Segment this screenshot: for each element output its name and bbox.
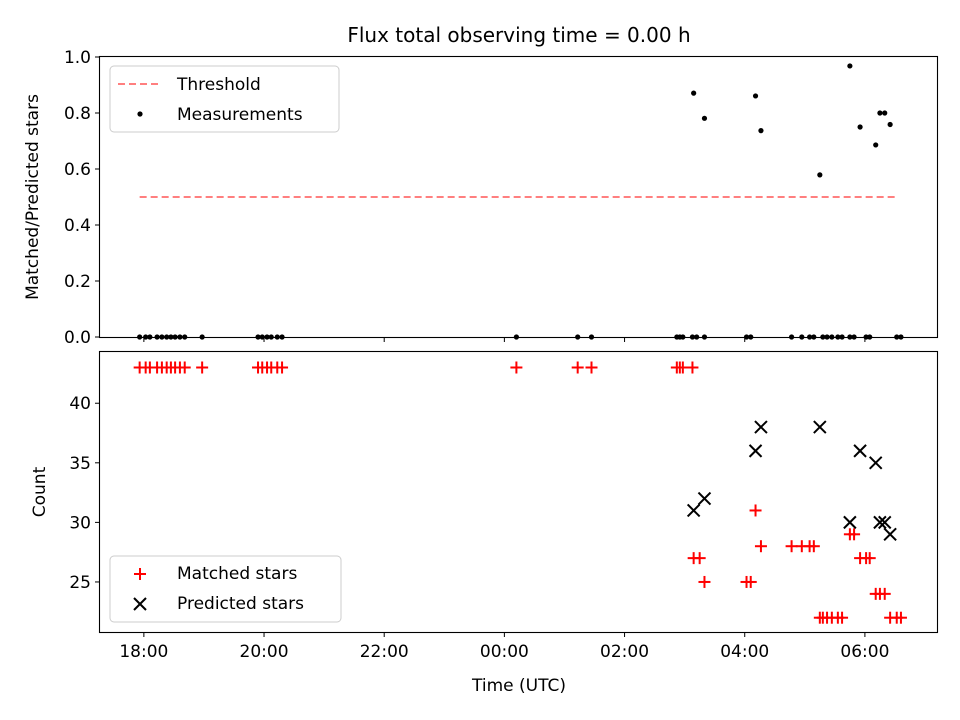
measurement-point (873, 142, 879, 148)
bottom-panel: 25 30 35 40 18:00 20:00 22:00 00:00 02:00 04:00 0… (30, 350, 939, 696)
x-tick-label: 22:00 (360, 642, 409, 662)
top-y-tick-label: 1.0 (64, 48, 91, 68)
matched-star-point (276, 361, 289, 374)
predicted-star-point (697, 491, 712, 506)
legend-matched-swatch (134, 568, 146, 580)
predicted-star-point (754, 420, 768, 434)
measurement-point (877, 110, 883, 116)
bottom-y-tick-label: 35 (69, 454, 91, 474)
matched-star-point (698, 575, 711, 588)
matched-star-point (571, 361, 584, 374)
bottom-y-axis-label: Count (30, 466, 50, 517)
legend-predicted-swatch (133, 597, 147, 611)
predicted-star-point (883, 527, 897, 542)
matched-star-point (863, 552, 876, 565)
matched-star-point (836, 611, 849, 624)
legend-measurements-label: Measurements (177, 105, 303, 125)
predicted-star-point (878, 515, 892, 530)
matched-star-point (878, 587, 891, 600)
top-y-tick-label: 0.6 (64, 160, 91, 180)
matched-star-point (510, 361, 523, 374)
top-x-ticks (143, 337, 866, 342)
top-y-tick-label: 0.2 (64, 272, 91, 292)
measurement-point (847, 63, 853, 69)
x-tick-label: 04:00 (720, 642, 769, 662)
top-axes-frame (98, 55, 939, 339)
matched-star-point (178, 361, 191, 374)
matched-star-point (744, 575, 757, 588)
legend-threshold-label: Threshold (176, 75, 261, 95)
x-tick-label: 02:00 (600, 642, 649, 662)
predicted-star-point (843, 515, 857, 530)
predicted-star-point (686, 503, 701, 518)
legend-measurements-swatch (137, 111, 143, 117)
bottom-y-tick-label: 25 (69, 573, 91, 593)
top-y-tick-label: 0.4 (64, 216, 91, 236)
x-tick-label: 20:00 (240, 642, 289, 662)
measurement-point (817, 172, 823, 178)
predicted-star-point (748, 444, 763, 458)
bottom-legend: Matched stars Predicted stars (109, 555, 342, 623)
legend-predicted-label: Predicted stars (177, 594, 304, 614)
top-legend-box (109, 65, 340, 133)
x-tick-label: 06:00 (840, 642, 889, 662)
matched-star-point (785, 540, 798, 553)
bottom-y-tick-label: 40 (69, 394, 91, 414)
bottom-y-ticks: 25 30 35 40 (69, 394, 100, 593)
matched-star-point (749, 504, 762, 517)
top-y-axis-label: Matched/Predicted stars (23, 94, 43, 300)
measurement-point (887, 121, 893, 128)
x-tick-label: 00:00 (480, 642, 529, 662)
top-y-ticks: 0.0 0.2 0.4 0.6 0.8 1.0 (64, 48, 100, 348)
top-panel: 0.0 0.2 0.4 0.6 0.8 1.0 Matched/Predicted sta… (23, 48, 939, 348)
measurement-point (758, 128, 764, 134)
matched-star-point (807, 540, 820, 553)
predicted-star-point (869, 456, 883, 470)
x-tick-label: 18:00 (119, 642, 168, 662)
matched-star-point (686, 361, 699, 374)
bottom-axes-frame (98, 350, 939, 634)
top-y-tick-label: 0.8 (64, 104, 91, 124)
predicted-star-point (853, 444, 867, 458)
matched-star-point (585, 361, 598, 374)
predicted-star-point (813, 420, 827, 434)
measurement-point (857, 124, 863, 130)
matched-star-point (693, 552, 706, 565)
bottom-x-ticks: 18:00 20:00 22:00 00:00 02:00 04:00 06:00 (119, 632, 889, 662)
matched-star-point (848, 528, 861, 541)
matched-star-point (754, 540, 767, 553)
measurement-point (752, 93, 759, 99)
matched-star-point (196, 361, 209, 374)
legend-matched-label: Matched stars (177, 564, 297, 584)
top-legend: Threshold Measurements (109, 65, 340, 133)
chart-title: Flux total observing time = 0.00 h (347, 23, 690, 47)
matched-star-point (894, 611, 907, 624)
bottom-legend-box (109, 555, 342, 623)
bottom-marks (133, 361, 907, 624)
predicted-star-point (873, 515, 887, 530)
measurement-point (701, 115, 708, 121)
measurement-point (882, 110, 888, 116)
x-axis-label: Time (UTC) (471, 676, 566, 696)
bottom-y-tick-label: 30 (69, 513, 91, 533)
top-y-tick-label: 0.0 (64, 328, 91, 348)
measurement-point (691, 90, 697, 96)
